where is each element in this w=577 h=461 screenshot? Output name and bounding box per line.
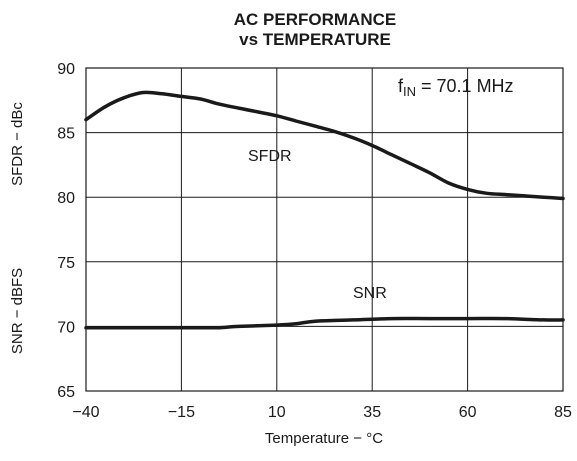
x-tick-label: −40 [72, 404, 99, 421]
x-tick-label: 60 [459, 404, 477, 421]
y-axis-label-snr: SNR − dBFS [9, 268, 26, 354]
series [84, 90, 565, 330]
series-label-snr: SNR [353, 285, 387, 302]
x-tick-labels: −40 −15 10 35 60 85 [72, 404, 572, 421]
y-tick-labels: 65 70 75 80 85 90 [57, 61, 75, 401]
y-tick-label: 80 [57, 190, 75, 207]
y-tick-label: 70 [57, 319, 75, 336]
frequency-annotation: fIN = 70.1 MHz [398, 76, 514, 99]
y-tick-label: 90 [57, 61, 75, 78]
frequency-annotation-subscript: IN [403, 84, 416, 99]
y-axis-label-sfdr: SFDR − dBc [9, 102, 26, 186]
series-line-snr [84, 316, 565, 330]
y-tick-label: 75 [57, 255, 75, 272]
frequency-annotation-prefix: f [398, 76, 404, 96]
x-tick-label: 85 [554, 404, 572, 421]
series-line-sfdr [84, 90, 565, 201]
y-tick-label: 85 [57, 126, 75, 143]
series-label-sfdr: SFDR [248, 148, 292, 165]
x-tick-label: 10 [268, 404, 286, 421]
frequency-annotation-value: = 70.1 MHz [416, 76, 514, 96]
x-tick-label: −15 [168, 404, 195, 421]
x-axis-label: Temperature − °C [265, 430, 383, 447]
chart-subtitle: vs TEMPERATURE [239, 30, 391, 49]
y-tick-label: 65 [57, 384, 75, 401]
plot-frame [85, 67, 564, 392]
x-tick-label: 35 [363, 404, 381, 421]
grid [85, 67, 564, 392]
chart-title: AC PERFORMANCE [234, 10, 396, 29]
